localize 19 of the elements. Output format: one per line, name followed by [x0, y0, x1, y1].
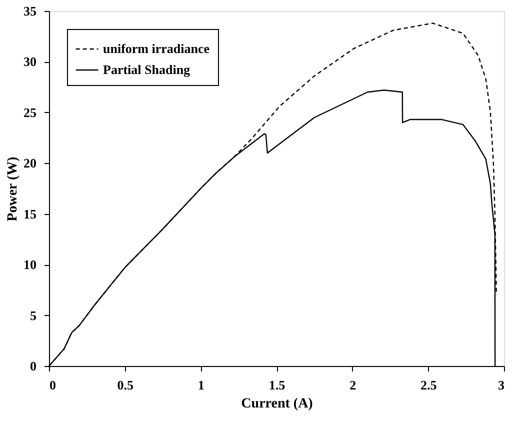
- y-tick-label: 0: [30, 358, 36, 374]
- x-tick-label: 1.5: [268, 378, 286, 392]
- x-tick-label: 0: [50, 378, 56, 392]
- y-tick-label: 10: [24, 257, 36, 272]
- x-tick-label: 2: [350, 378, 356, 392]
- y-tick-label: 30: [24, 54, 36, 70]
- y-tick-label: 5: [30, 308, 37, 323]
- legend-label: Partial Shading: [103, 62, 191, 77]
- x-tick-label: 0.5: [117, 378, 134, 392]
- x-tick-label: 1: [198, 378, 204, 392]
- y-tick-label: 25: [24, 104, 37, 120]
- y-axis-title: Power (W): [6, 156, 20, 222]
- y-tick-label: 20: [24, 156, 36, 171]
- legend-label: uniform irradiance: [103, 41, 210, 56]
- x-tick-label: 2.5: [420, 378, 438, 392]
- x-axis-title: Current (A): [241, 396, 314, 412]
- y-tick-label: 35: [24, 4, 37, 18]
- y-tick-label: 15: [24, 206, 37, 222]
- x-tick-label: 3: [498, 378, 505, 392]
